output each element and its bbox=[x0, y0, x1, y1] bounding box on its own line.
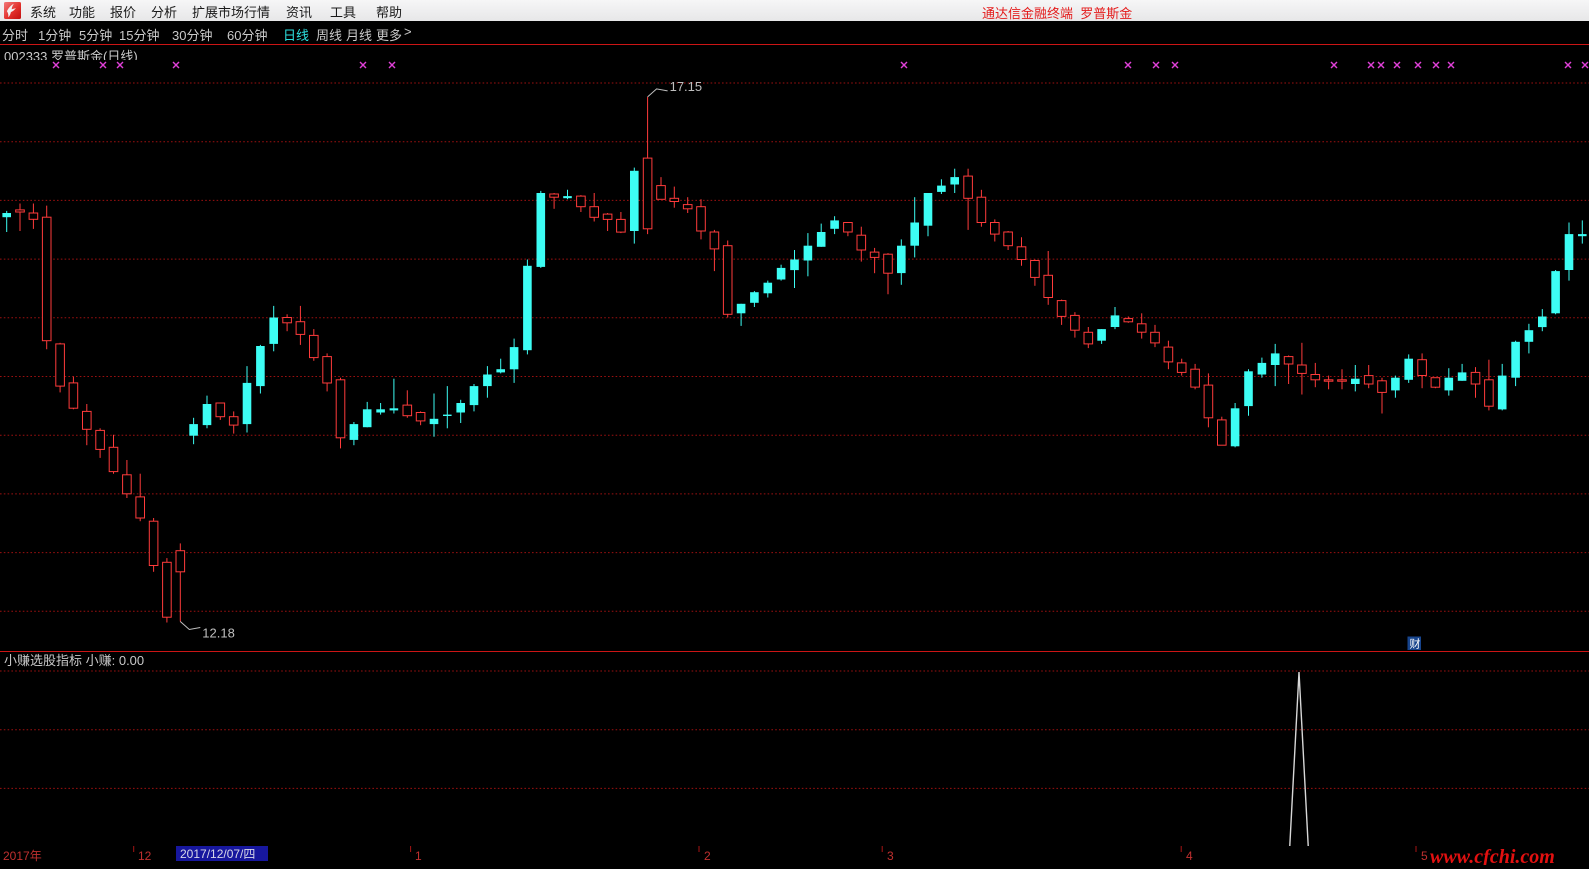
svg-text:17.15: 17.15 bbox=[670, 79, 703, 94]
svg-text:2: 2 bbox=[704, 849, 711, 863]
svg-text:12.18: 12.18 bbox=[202, 626, 235, 641]
svg-text:4: 4 bbox=[1186, 849, 1193, 863]
svg-text:2017年: 2017年 bbox=[3, 849, 42, 863]
svg-text:1: 1 bbox=[415, 849, 422, 863]
svg-text:3: 3 bbox=[887, 849, 894, 863]
svg-text:5: 5 bbox=[1421, 849, 1428, 863]
svg-text:www.cfchi.com: www.cfchi.com bbox=[1430, 846, 1555, 865]
svg-text:2017/12/07/四: 2017/12/07/四 bbox=[180, 847, 255, 861]
svg-text:12: 12 bbox=[138, 849, 152, 863]
svg-text:财: 财 bbox=[1410, 637, 1421, 651]
svg-text:小赚选股指标 小赚: 0.00: 小赚选股指标 小赚: 0.00 bbox=[4, 653, 144, 668]
